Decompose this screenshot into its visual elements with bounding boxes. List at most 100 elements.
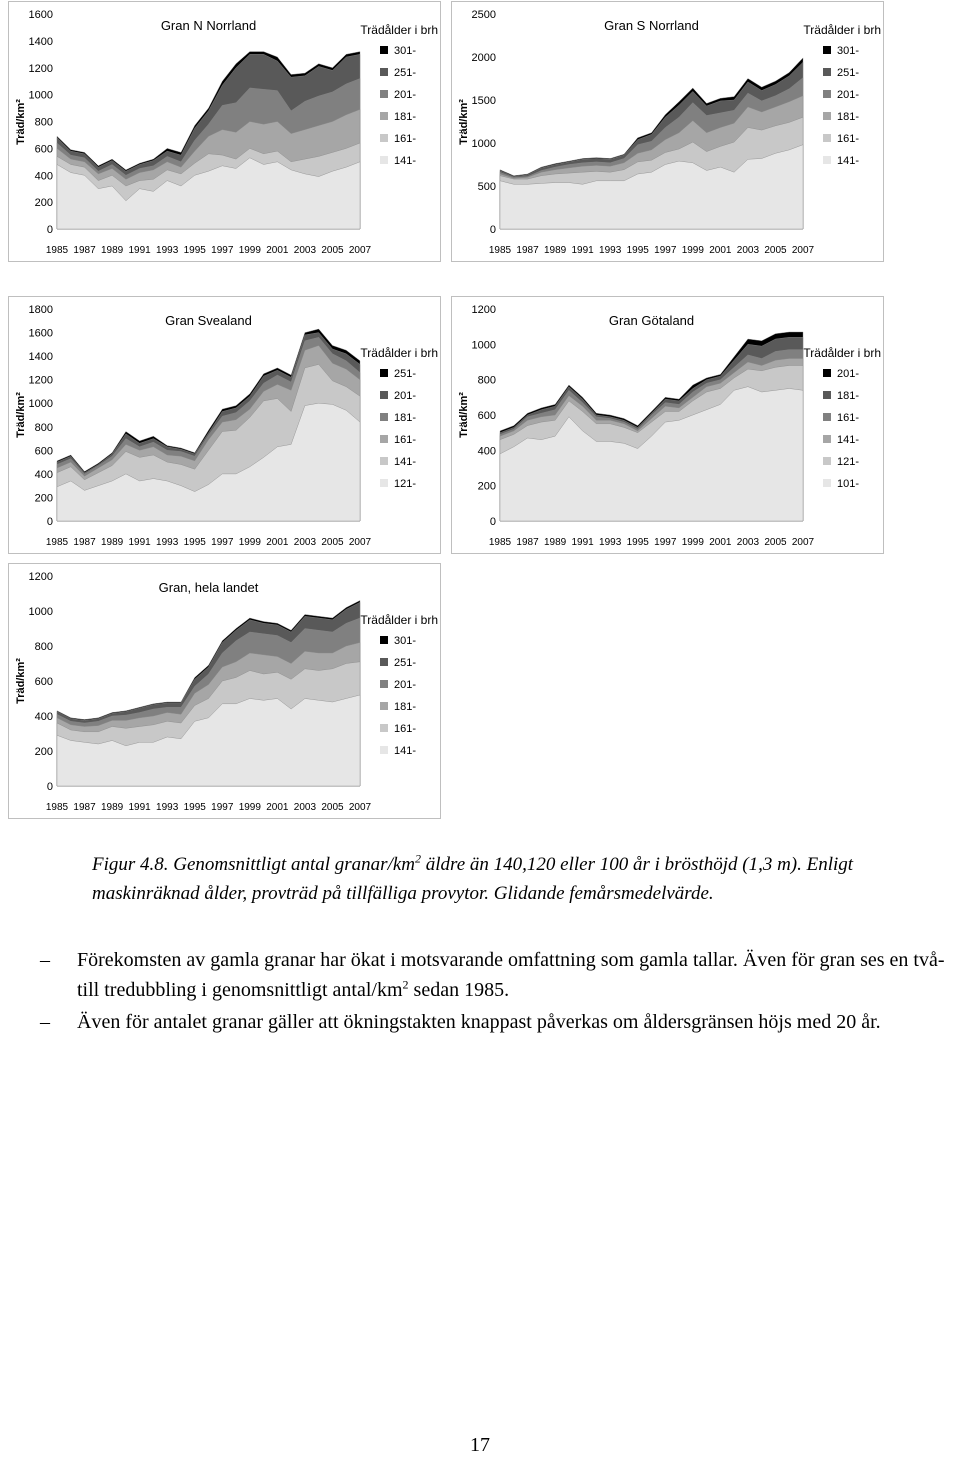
- legend-swatch: [380, 746, 388, 754]
- legend-label: 141-: [837, 434, 859, 446]
- y-tick-label: 400: [478, 445, 496, 457]
- legend-swatch: [380, 369, 388, 377]
- legend-label: 181-: [394, 111, 416, 123]
- legend-label: 181-: [837, 390, 859, 402]
- legend-label: 301-: [394, 45, 416, 57]
- legend-swatch: [823, 112, 831, 120]
- x-tick-label: 1993: [156, 245, 179, 256]
- y-tick-label: 1200: [29, 571, 53, 583]
- chart-svg: 0 200 400 600 800 1000 1200 1400 1600 1800 1985 198…: [15, 304, 438, 548]
- x-tick-label: 1991: [572, 537, 595, 548]
- y-axis-label: Träd/km²: [458, 392, 470, 438]
- x-tick-label: 2003: [294, 802, 317, 813]
- figure-caption: Figur 4.8. Genomsnittligt antal granar/k…: [92, 850, 932, 908]
- legend-label: 101-: [837, 478, 859, 490]
- chart-title: Gran Svealand: [165, 313, 252, 328]
- x-tick-label: 1993: [156, 537, 179, 548]
- x-tick-label: 2003: [294, 245, 317, 256]
- legend-swatch: [380, 435, 388, 443]
- bullet-text: Förekomsten av gamla granar har ökat i m…: [77, 949, 945, 1001]
- x-tick-label: 1993: [156, 802, 179, 813]
- x-tick-label: 2003: [294, 537, 317, 548]
- legend-swatch: [380, 134, 388, 142]
- x-tick-label: 1987: [73, 537, 96, 548]
- page-number: 17: [470, 1434, 490, 1456]
- y-tick-label: 800: [35, 641, 53, 653]
- x-tick-label: 1999: [239, 802, 262, 813]
- caption-superscript: 2: [415, 851, 422, 866]
- chart-svg: 0 200 400 600 800 1000 1200 1985 1987 1989 1991 199…: [15, 571, 438, 813]
- legend-swatch: [380, 68, 388, 76]
- x-tick-label: 1985: [489, 245, 512, 256]
- x-tick-label: 2001: [266, 802, 289, 813]
- x-tick-label: 1995: [627, 245, 650, 256]
- y-tick-label: 200: [35, 197, 53, 209]
- bullet-item: – Förekomsten av gamla granar har ökat i …: [40, 945, 960, 1005]
- y-tick-label: 1200: [29, 375, 53, 387]
- x-tick-label: 2007: [792, 537, 815, 548]
- legend-swatch: [380, 457, 388, 465]
- legend-label: 301-: [837, 45, 859, 57]
- chart-title: Gran Götaland: [609, 313, 694, 328]
- y-axis-label: Träd/km²: [15, 99, 27, 145]
- y-tick-label: 0: [47, 224, 53, 236]
- y-tick-label: 0: [47, 516, 53, 528]
- x-tick-label: 1991: [129, 802, 152, 813]
- legend-swatch: [823, 457, 831, 465]
- legend-label: 161-: [837, 412, 859, 424]
- y-tick-label: 1600: [29, 328, 53, 340]
- x-tick-label: 1985: [489, 537, 512, 548]
- bullet-item: – Även för antalet granar gäller att ökni…: [40, 1007, 960, 1037]
- y-tick-label: 1000: [472, 138, 496, 150]
- caption-text-continued: äldre än 140,120 eller 100 år i brösthöj…: [92, 854, 854, 904]
- x-tick-label: 1987: [516, 537, 539, 548]
- x-tick-label: 2007: [792, 245, 815, 256]
- chart-svg: 0 500 1000 1500 2000 2500 1985 1987 1989 1991 1993…: [458, 9, 881, 256]
- y-tick-label: 1000: [472, 339, 496, 351]
- x-tick-label: 1997: [211, 245, 234, 256]
- x-tick-label: 1999: [239, 245, 262, 256]
- legend-label: 201-: [837, 368, 859, 380]
- caption-text: Genomsnittligt antal granar/km: [168, 854, 416, 875]
- y-tick-label: 2000: [472, 52, 496, 64]
- legend-label: 161-: [394, 723, 416, 735]
- x-tick-label: 1997: [211, 537, 234, 548]
- x-tick-label: 2005: [321, 802, 344, 813]
- bullet-superscript: 2: [402, 977, 409, 992]
- legend-title: Trädålder i brh: [360, 346, 438, 360]
- y-tick-label: 1400: [29, 351, 53, 363]
- chart-title: Gran, hela landet: [159, 580, 259, 595]
- y-tick-label: 400: [35, 469, 53, 481]
- legend-title: Trädålder i brh: [360, 23, 438, 37]
- bullet-text-continued: sedan 1985.: [408, 979, 510, 1001]
- legend-label: 161-: [394, 434, 416, 446]
- x-tick-label: 1987: [73, 802, 96, 813]
- x-tick-label: 1995: [184, 245, 207, 256]
- y-tick-label: 1200: [472, 304, 496, 316]
- y-tick-label: 800: [478, 375, 496, 387]
- chart-panel-gran-gotaland: 0 200 400 600 800 1000 1200 1985 1987 1989 1991 199…: [451, 296, 884, 554]
- x-tick-label: 2003: [737, 245, 760, 256]
- legend-title: Trädålder i brh: [803, 346, 881, 360]
- legend-title: Trädålder i brh: [803, 23, 881, 37]
- x-tick-label: 2005: [764, 245, 787, 256]
- y-tick-label: 1800: [29, 304, 53, 316]
- x-tick-label: 1997: [654, 245, 677, 256]
- legend-swatch: [380, 479, 388, 487]
- y-axis-label: Träd/km²: [15, 658, 27, 704]
- legend-swatch: [823, 479, 831, 487]
- legend-swatch: [380, 413, 388, 421]
- legend-label: 141-: [837, 155, 859, 167]
- legend-swatch: [823, 369, 831, 377]
- y-tick-label: 1600: [29, 9, 53, 21]
- legend-label: 141-: [394, 155, 416, 167]
- x-tick-label: 2007: [349, 537, 372, 548]
- x-tick-label: 1989: [544, 245, 567, 256]
- y-tick-label: 0: [47, 781, 53, 793]
- legend-label: 301-: [394, 635, 416, 647]
- legend-label: 201-: [394, 89, 416, 101]
- area-series-141: [56, 157, 361, 230]
- legend-label: 201-: [394, 679, 416, 691]
- bullet-text: Även för antalet granar gäller att öknin…: [77, 1011, 881, 1033]
- legend-swatch: [380, 702, 388, 710]
